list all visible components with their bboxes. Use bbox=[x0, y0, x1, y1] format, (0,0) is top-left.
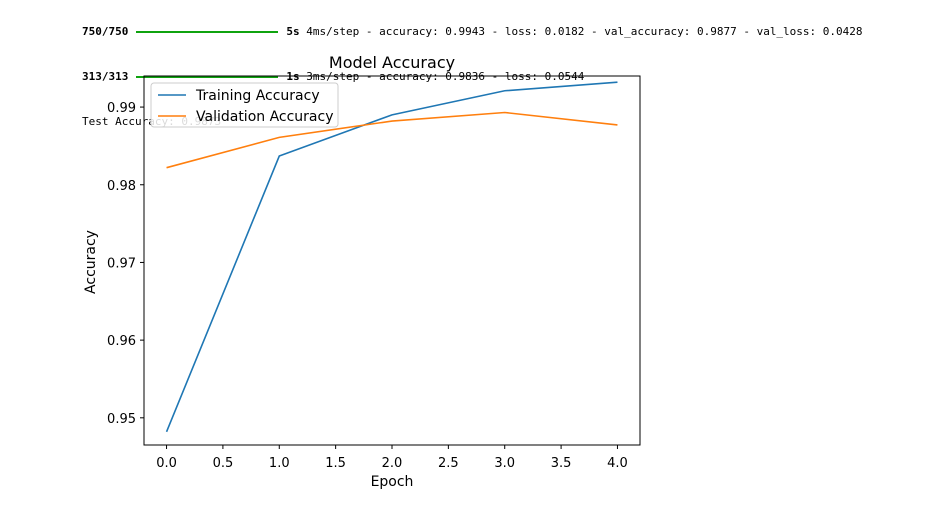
step-count: 313/313 bbox=[82, 70, 129, 83]
y-axis-label: Accuracy bbox=[83, 230, 99, 294]
y-tick-label: 0.95 bbox=[107, 412, 136, 427]
elapsed-time: 5s bbox=[286, 25, 300, 38]
legend: Training Accuracy Validation Accuracy bbox=[150, 82, 339, 128]
axis-ticks: 0.0 0.5 1.0 1.5 2.0 2.5 3.0 3.5 4.0 0.95 0.96 0.97 0… bbox=[107, 101, 628, 471]
metrics-text: 3ms/step - accuracy: 0.9836 - loss: 0.05… bbox=[306, 70, 585, 83]
legend-label: Validation Accuracy bbox=[196, 109, 334, 125]
x-tick-label: 0.5 bbox=[213, 456, 234, 471]
x-tick-label: 4.0 bbox=[607, 456, 628, 471]
x-tick-label: 2.5 bbox=[438, 456, 459, 471]
x-tick-label: 2.0 bbox=[382, 456, 403, 471]
x-tick-label: 3.0 bbox=[494, 456, 515, 471]
x-tick-label: 3.5 bbox=[551, 456, 572, 471]
series-lines bbox=[165, 81, 618, 433]
x-tick-label: 0.0 bbox=[156, 456, 177, 471]
step-count: 750/750 bbox=[82, 25, 129, 38]
x-axis-label: Epoch bbox=[371, 474, 414, 490]
legend-box bbox=[150, 82, 339, 128]
x-tick-label: 1.5 bbox=[325, 456, 346, 471]
plot-frame bbox=[143, 75, 641, 446]
y-tick-label: 0.98 bbox=[107, 179, 136, 194]
series-line-0 bbox=[165, 81, 618, 433]
y-tick-label: 0.99 bbox=[107, 101, 136, 116]
console-line-epoch: 750/750 5s 4ms/step - accuracy: 0.9943 - … bbox=[82, 24, 863, 39]
y-tick-label: 0.97 bbox=[107, 256, 136, 271]
metrics-text: 4ms/step - accuracy: 0.9943 - loss: 0.01… bbox=[306, 25, 863, 38]
series-line-1 bbox=[166, 111, 618, 169]
x-tick-label: 1.0 bbox=[269, 456, 290, 471]
chart-title: Model Accuracy bbox=[329, 53, 455, 72]
legend-label: Training Accuracy bbox=[195, 88, 320, 104]
progress-bar bbox=[136, 30, 279, 33]
y-tick-label: 0.96 bbox=[107, 334, 136, 349]
